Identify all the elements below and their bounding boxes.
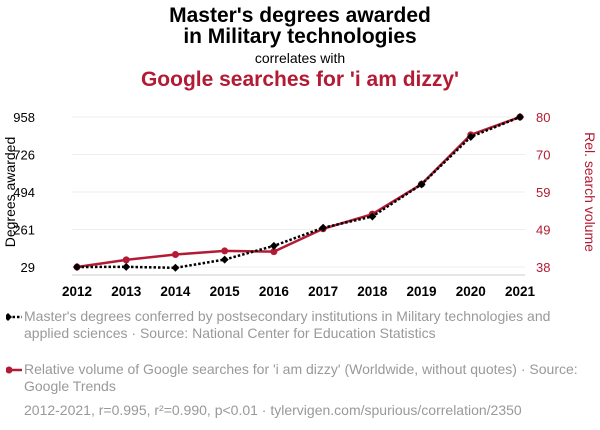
degrees-point (269, 241, 278, 250)
chart-title-line-2: in Military technologies (183, 25, 417, 48)
left-axis-title: Degrees awarded (2, 137, 18, 248)
right-tick-label: 38 (536, 260, 550, 275)
degrees-point (122, 262, 131, 271)
degrees-point (466, 132, 475, 141)
series-layer (73, 113, 524, 272)
x-tick-label: 2020 (456, 284, 486, 299)
legend-text-searches: Relative volume of Google searches for '… (24, 361, 578, 394)
searches-point (221, 247, 229, 255)
x-tick-label: 2013 (111, 284, 142, 299)
axes: 29 38 261 49 494 59 726 70 958 80 2012 2013 2014 2015… (2, 110, 598, 299)
x-tick-label: 2018 (357, 284, 388, 299)
right-tick-label: 70 (536, 148, 550, 163)
right-axis-title: Rel. search volume (582, 132, 598, 252)
x-tick-label: 2014 (160, 284, 191, 299)
degrees-point (417, 180, 426, 189)
left-tick-label: 29 (21, 260, 35, 275)
x-tick-label: 2017 (308, 284, 338, 299)
searches-point (122, 256, 130, 264)
x-tick-label: 2016 (259, 284, 290, 299)
left-tick-label: 261 (13, 223, 35, 238)
degrees-point (171, 263, 180, 272)
chart-subtitle: Google searches for 'i am dizzy' (140, 68, 460, 91)
chart-title-line-1: Master's degrees awarded (169, 4, 431, 27)
x-tick-label: 2012 (62, 284, 92, 299)
series-degrees-line (76, 115, 521, 270)
x-tick-label: 2019 (407, 284, 437, 299)
legend-text-degrees: Master's degrees conferred by postsecond… (24, 308, 551, 341)
searches-point (171, 251, 179, 258)
searches-point (270, 248, 278, 256)
legend-solid-line-icon (6, 366, 22, 374)
degrees-point (368, 212, 377, 221)
gridlines (72, 116, 525, 268)
x-tick-label: 2021 (505, 284, 536, 299)
degrees-point (516, 113, 524, 121)
legend-dotted-line-icon (6, 313, 22, 321)
x-tick-label: 2015 (210, 284, 241, 299)
correlates-with-text: correlates with (254, 50, 346, 66)
right-tick-label: 49 (536, 223, 550, 238)
left-tick-label: 494 (13, 185, 35, 200)
degrees-point (319, 223, 328, 232)
degrees-point (73, 263, 81, 271)
right-tick-label: 59 (536, 185, 550, 200)
degrees-point (220, 255, 229, 264)
right-tick-label: 80 (536, 110, 550, 125)
footer-stats: 2012-2021, r=0.995, r²=0.990, p<0.01 · t… (24, 402, 522, 418)
left-tick-label: 958 (13, 110, 35, 125)
left-tick-label: 726 (13, 148, 35, 163)
